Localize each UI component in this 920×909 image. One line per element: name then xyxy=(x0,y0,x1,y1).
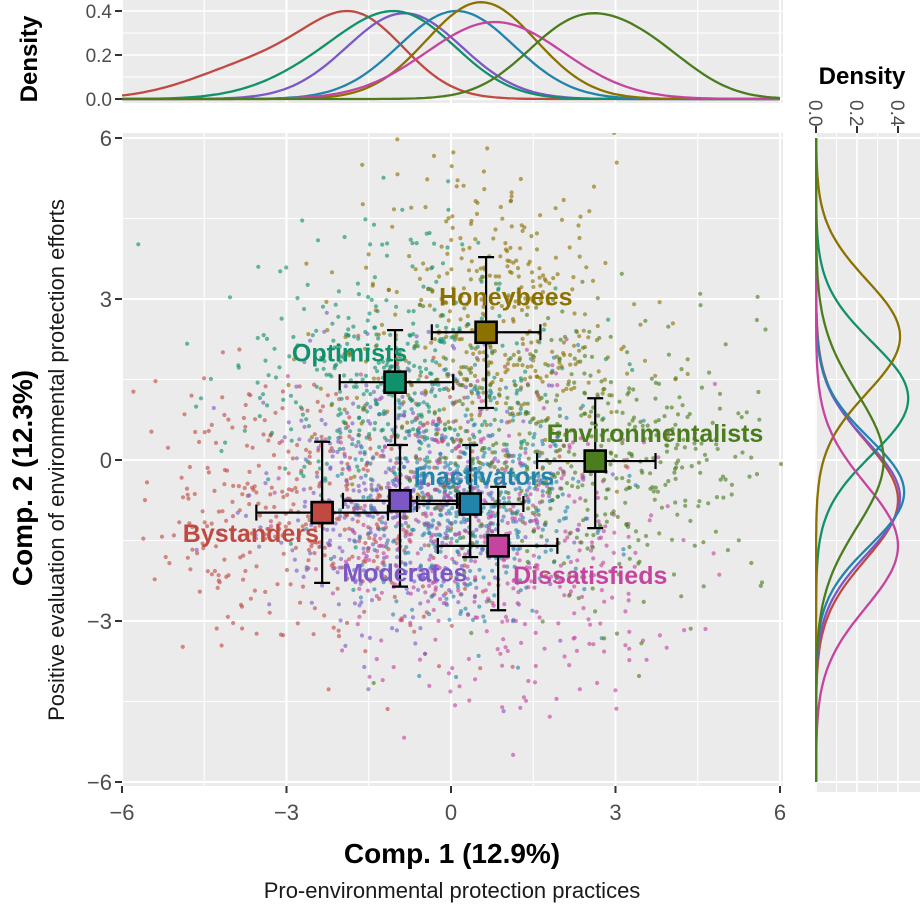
svg-text:0.0: 0.0 xyxy=(86,90,112,111)
scatter-points xyxy=(131,133,783,758)
centroid-square-honeybees xyxy=(474,320,498,345)
cluster-label-honeybees: Honeybees xyxy=(439,283,572,311)
svg-text:3: 3 xyxy=(100,287,112,312)
cluster-label-inactivators: Inactivators xyxy=(414,463,554,491)
centroid-square-inactivators xyxy=(458,492,482,516)
svg-text:0.0: 0.0 xyxy=(804,100,825,126)
centroid-square-optimists xyxy=(383,370,407,394)
cluster-label-bystanders: Bystanders xyxy=(183,520,319,548)
svg-text:6: 6 xyxy=(100,126,112,151)
svg-text:0: 0 xyxy=(100,448,112,473)
svg-text:0.2: 0.2 xyxy=(845,100,866,126)
centroid-group-inactivators xyxy=(415,443,525,559)
centroids xyxy=(255,256,657,612)
top-density-curve-environmentalists xyxy=(122,12,781,101)
right-density-curve-environmentalists xyxy=(815,138,885,782)
top-density-axis-title: Density xyxy=(16,15,43,103)
centroid-square-dissatisfieds xyxy=(486,534,510,558)
svg-text:−6: −6 xyxy=(109,800,134,825)
right-density-curves xyxy=(815,138,910,782)
centroid-square-moderates xyxy=(388,488,412,513)
svg-text:−3: −3 xyxy=(274,800,299,825)
scatter-cluster-optimists xyxy=(136,175,635,593)
centroid-group-environmentalists xyxy=(535,397,657,530)
svg-text:0.4: 0.4 xyxy=(886,100,907,127)
cluster-label-dissatisfieds: Dissatisfieds xyxy=(513,562,667,590)
scatter-cluster-honeybees xyxy=(286,133,690,578)
cluster-label-optimists: Optimists xyxy=(292,340,407,368)
centroid-square-environmentalists xyxy=(583,449,608,473)
svg-text:6: 6 xyxy=(774,800,786,825)
centroid-group-optimists xyxy=(338,329,455,447)
centroid-group-honeybees xyxy=(430,256,542,410)
x-axis-title: Comp. 1 (12.9%) xyxy=(343,838,561,869)
axis-ticks xyxy=(115,10,899,793)
y-axis-title: Comp. 2 (12.3%) xyxy=(7,369,38,587)
y-axis-subtitle: Positive evaluation of environmental pro… xyxy=(44,199,69,721)
right-density-panel xyxy=(815,133,920,792)
cluster-labels: Bystanders Moderates Optimists Inactivators… xyxy=(183,283,764,590)
svg-text:0.2: 0.2 xyxy=(86,46,112,67)
svg-text:−6: −6 xyxy=(87,770,112,795)
centroid-group-dissatisfieds xyxy=(436,485,559,612)
cluster-label-environmentalists: Environmentalists xyxy=(547,420,764,448)
svg-text:0: 0 xyxy=(445,800,457,825)
svg-text:−3: −3 xyxy=(87,609,112,634)
cluster-label-moderates: Moderates xyxy=(342,560,467,588)
centroid-group-bystanders xyxy=(255,440,390,584)
centroid-group-moderates xyxy=(341,443,459,588)
top-density-curves xyxy=(122,1,781,101)
axis-tick-labels: −6 −3 0 3 6 −6 −3 0 3 6 0.0 0.0 0.2 0.2 0.4 0.4 xyxy=(86,2,907,825)
svg-text:0.4: 0.4 xyxy=(86,2,113,23)
right-density-axis-title: Density xyxy=(818,63,906,90)
x-axis-subtitle: Pro-environmental protection practices xyxy=(263,878,641,903)
svg-text:3: 3 xyxy=(609,800,621,825)
centroid-square-bystanders xyxy=(310,500,334,525)
